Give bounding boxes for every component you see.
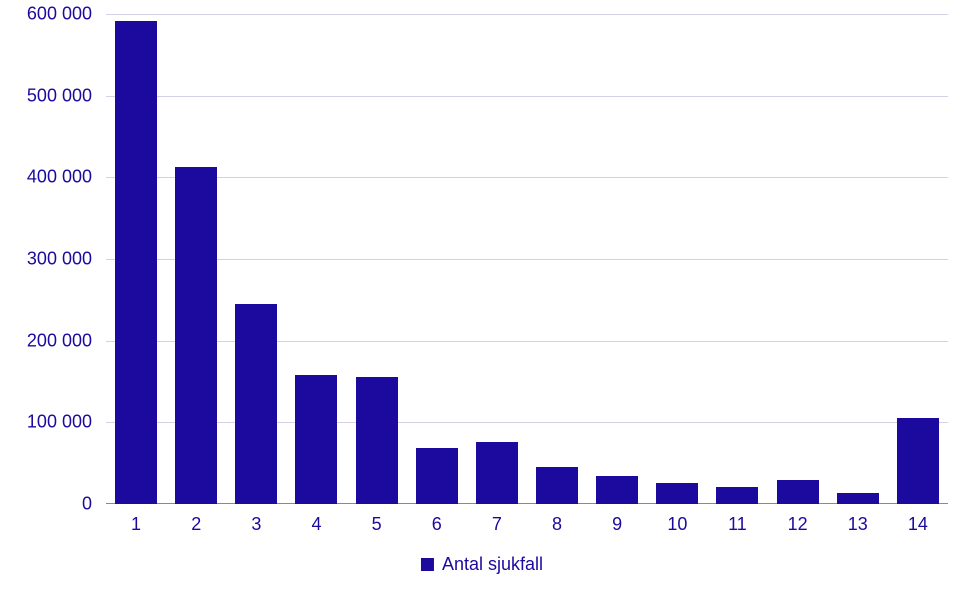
y-tick-label: 300 000: [27, 249, 92, 270]
x-tick-label: 8: [552, 514, 562, 535]
bar: [235, 304, 277, 504]
bar: [837, 493, 879, 504]
y-tick-label: 200 000: [27, 330, 92, 351]
x-tick-label: 7: [492, 514, 502, 535]
bar: [175, 167, 217, 504]
gridline: [106, 96, 948, 97]
bar-chart: 0 100 000 200 000 300 000 400 000 500 000 600 …: [0, 0, 964, 591]
y-tick-label: 600 000: [27, 4, 92, 25]
bar: [777, 480, 819, 505]
bar: [596, 476, 638, 504]
chart-legend: Antal sjukfall: [421, 554, 543, 575]
x-tick-label: 13: [848, 514, 868, 535]
x-tick-label: 9: [612, 514, 622, 535]
bar: [416, 448, 458, 504]
x-tick-label: 4: [311, 514, 321, 535]
x-tick-label: 5: [372, 514, 382, 535]
y-tick-label: 100 000: [27, 412, 92, 433]
x-tick-label: 1: [131, 514, 141, 535]
bar: [897, 418, 939, 504]
bar: [115, 21, 157, 504]
x-tick-label: 11: [728, 514, 747, 535]
bar: [476, 442, 518, 504]
gridline: [106, 259, 948, 260]
bar: [295, 375, 337, 504]
y-tick-label: 0: [82, 494, 92, 515]
x-tick-label: 14: [908, 514, 928, 535]
y-tick-label: 400 000: [27, 167, 92, 188]
bar: [656, 483, 698, 504]
legend-label: Antal sjukfall: [442, 554, 543, 575]
x-tick-label: 6: [432, 514, 442, 535]
x-tick-label: 2: [191, 514, 201, 535]
bar: [716, 487, 758, 504]
gridline: [106, 177, 948, 178]
gridline: [106, 341, 948, 342]
bar: [536, 467, 578, 504]
bar: [356, 377, 398, 504]
x-tick-label: 3: [251, 514, 261, 535]
x-tick-label: 10: [667, 514, 687, 535]
legend-swatch-icon: [421, 558, 434, 571]
plot-area: 0100 000200 000300 000400 000500 000600 …: [106, 14, 948, 504]
x-axis-line: [106, 503, 948, 504]
y-tick-label: 500 000: [27, 85, 92, 106]
gridline: [106, 422, 948, 423]
x-tick-label: 12: [788, 514, 808, 535]
gridline: [106, 14, 948, 15]
